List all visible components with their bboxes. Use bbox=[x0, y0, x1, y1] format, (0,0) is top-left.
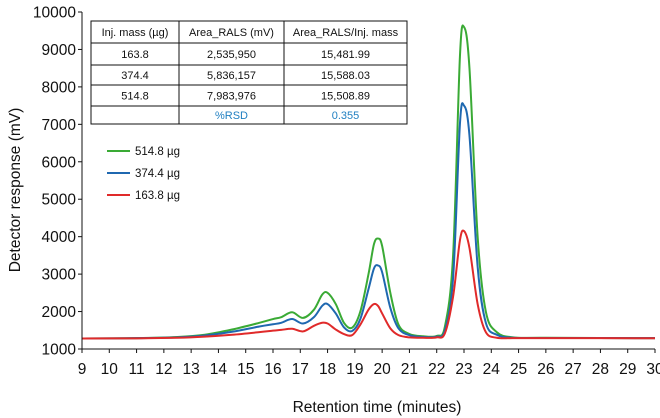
x-tick-label: 14 bbox=[210, 361, 228, 378]
y-tick-label: 6000 bbox=[42, 154, 77, 171]
x-tick-label: 28 bbox=[592, 361, 609, 378]
y-tick-label: 8000 bbox=[42, 79, 77, 96]
x-tick-label: 19 bbox=[346, 361, 363, 378]
y-tick-label: 7000 bbox=[42, 117, 77, 134]
x-tick-label: 17 bbox=[292, 361, 309, 378]
series-line-1 bbox=[81, 102, 656, 340]
x-tick-label: 23 bbox=[455, 361, 472, 378]
x-tick-label: 12 bbox=[155, 361, 172, 378]
x-tick-label: 18 bbox=[319, 361, 336, 378]
series-line-0 bbox=[81, 24, 656, 340]
legend: 514.8 µg 374.4 µg 163.8 µg bbox=[107, 146, 180, 202]
x-tick-label: 21 bbox=[401, 361, 418, 378]
y-tick-label: 5000 bbox=[42, 192, 77, 209]
plot-area bbox=[81, 24, 656, 340]
x-axis-title: Retention time (minutes) bbox=[293, 399, 462, 416]
x-tick-label: 20 bbox=[374, 361, 392, 378]
x-tick-label: 24 bbox=[483, 361, 501, 378]
table-header-cell: Area_RALS/Inj. mass bbox=[293, 27, 399, 39]
x-tick-label: 13 bbox=[183, 361, 200, 378]
table-header-cell: Inj. mass (µg) bbox=[102, 27, 169, 39]
table-cell: 15,588.03 bbox=[321, 70, 370, 82]
y-axis-title: Detector response (mV) bbox=[7, 108, 24, 273]
table-cell: 7,983,976 bbox=[207, 91, 256, 103]
legend-label: 374.4 µg bbox=[135, 168, 180, 180]
y-tick-label: 1000 bbox=[42, 342, 77, 359]
x-tick-label: 11 bbox=[129, 361, 145, 378]
x-tick-label: 15 bbox=[237, 361, 254, 378]
table-cell: 15,481.99 bbox=[321, 49, 370, 61]
legend-label: 514.8 µg bbox=[135, 146, 180, 158]
table-frame bbox=[90, 20, 408, 125]
results-table: Inj. mass (µg) Area_RALS (mV) Area_RALS/In… bbox=[90, 20, 408, 125]
table-cell: 15,508.89 bbox=[321, 91, 370, 103]
x-tick-label: 27 bbox=[565, 361, 582, 378]
legend-label: 163.8 µg bbox=[135, 190, 180, 202]
x-tick-label: 22 bbox=[428, 361, 445, 378]
x-tick-label: 25 bbox=[510, 361, 527, 378]
table-cell: 0.355 bbox=[332, 110, 360, 122]
table-cell: %RSD bbox=[215, 110, 248, 122]
x-tick-label: 16 bbox=[264, 361, 281, 378]
x-tick-label: 30 bbox=[646, 361, 660, 378]
axes: 9 10 11 12 13 14 15 16 17 18 19 20 21 22 23 24 25 26 27 28 2… bbox=[33, 5, 660, 379]
table-cell: 163.8 bbox=[121, 49, 149, 61]
y-tick-label: 9000 bbox=[42, 42, 77, 59]
series-line-2 bbox=[81, 229, 656, 340]
table-cell: 2,535,950 bbox=[207, 49, 256, 61]
x-tick-label: 29 bbox=[619, 361, 636, 378]
table-cell: 514.8 bbox=[121, 91, 149, 103]
x-tick-label: 10 bbox=[101, 361, 119, 378]
y-tick-label: 10000 bbox=[33, 5, 76, 22]
x-tick-label: 26 bbox=[537, 361, 554, 378]
y-tick-label: 2000 bbox=[42, 304, 77, 321]
y-tick-label: 4000 bbox=[42, 229, 77, 246]
x-tick-label: 9 bbox=[78, 361, 87, 378]
table-cell: 5,836,157 bbox=[207, 70, 256, 82]
table-header-cell: Area_RALS (mV) bbox=[189, 27, 274, 39]
y-tick-label: 3000 bbox=[42, 267, 77, 284]
table-cell: 374.4 bbox=[121, 70, 149, 82]
